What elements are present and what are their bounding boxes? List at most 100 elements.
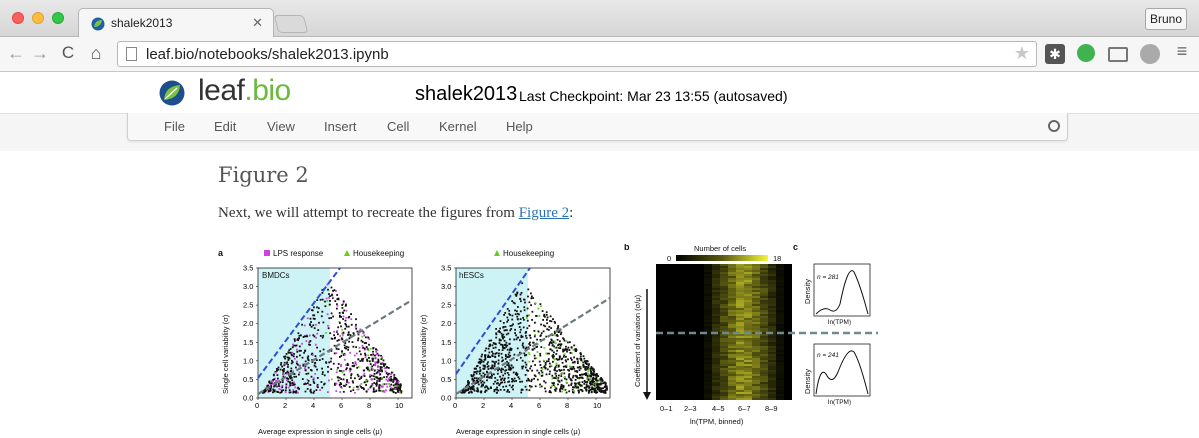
- heatmap-cell: [744, 382, 752, 384]
- scatter-point: [340, 325, 342, 328]
- scatter-point: [493, 373, 495, 376]
- scatter-plot-hescs: hESCs 0 2 4 6 8 100.00.51.01.52.02.53.03.5: [441, 264, 611, 410]
- menu-view[interactable]: View: [267, 119, 295, 134]
- heatmap-cell: [736, 270, 744, 272]
- menu-kernel[interactable]: Kernel: [439, 119, 477, 134]
- heatmap-cell: [784, 306, 792, 308]
- heatmap-cell: [744, 306, 752, 308]
- heatmap-cell: [776, 360, 784, 362]
- heatmap-cell: [736, 310, 744, 312]
- heatmap-cell: [760, 278, 768, 280]
- heatmap-cell: [680, 288, 688, 290]
- heatmap-cell: [736, 378, 744, 380]
- address-bar[interactable]: leaf.bio/notebooks/shalek2013.ipynb ★: [117, 41, 1037, 67]
- browser-menu-icon[interactable]: ≡: [1176, 41, 1188, 61]
- scatter-point: [475, 377, 478, 380]
- scatter-point: [282, 369, 284, 371]
- scatter-point: [509, 338, 511, 341]
- scatter-point: [377, 380, 380, 382]
- heatmap-cell: [744, 290, 752, 292]
- heatmap-cell: [656, 322, 664, 324]
- scatter-point: [597, 386, 599, 388]
- heatmap-cell: [656, 356, 664, 358]
- scatter-point: [528, 301, 531, 304]
- scatter-point: [374, 364, 376, 367]
- scatter-point: [314, 355, 317, 357]
- menu-help[interactable]: Help: [506, 119, 533, 134]
- scatter-point: [321, 386, 324, 389]
- scatter-point: [492, 360, 495, 363]
- scatter-point: [567, 346, 570, 349]
- scatter-point: [525, 337, 528, 339]
- heatmap-cell: [760, 282, 768, 284]
- close-window-button[interactable]: [12, 12, 24, 24]
- scatter-point: [553, 351, 555, 354]
- heatmap-cell: [768, 302, 776, 304]
- heatmap-cell: [752, 324, 760, 326]
- menu-file[interactable]: File: [164, 119, 185, 134]
- heatmap-cell: [720, 294, 728, 296]
- menu-edit[interactable]: Edit: [214, 119, 237, 134]
- scatter-point: [576, 360, 579, 363]
- heatmap-cell: [672, 304, 680, 306]
- extension-avatar-icon[interactable]: [1140, 44, 1160, 64]
- scatter-point: [352, 386, 355, 389]
- heatmap-cell: [776, 312, 784, 314]
- browser-tab[interactable]: shalek2013 ✕: [78, 8, 274, 38]
- heatmap-cell: [712, 312, 720, 314]
- scatter-point: [604, 392, 607, 394]
- scatter-point: [484, 355, 486, 358]
- heatmap-cell: [744, 324, 752, 326]
- minimize-window-button[interactable]: [32, 12, 44, 24]
- heatmap-cell: [672, 364, 680, 366]
- zoom-window-button[interactable]: [52, 12, 64, 24]
- heatmap-cell: [776, 284, 784, 286]
- heatmap-cell: [664, 366, 672, 368]
- heatmap-cell: [768, 350, 776, 352]
- heatmap-cell: [688, 306, 696, 308]
- heatmap-cell: [728, 316, 736, 318]
- notebook-name[interactable]: shalek2013: [415, 83, 518, 105]
- heatmap-cell: [720, 364, 728, 366]
- heatmap-cell: [744, 336, 752, 338]
- heatmap-cell: [696, 292, 704, 294]
- heatmap-cell: [664, 306, 672, 308]
- scatter-point: [351, 341, 354, 343]
- scatter-point: [329, 303, 331, 306]
- heatmap-cell: [656, 320, 664, 322]
- menu-cell[interactable]: Cell: [387, 119, 410, 134]
- logo-wordmark[interactable]: leaf.bio: [198, 74, 291, 108]
- extension-asterisk-icon[interactable]: ✱: [1045, 44, 1065, 64]
- heatmap-cell: [704, 366, 712, 368]
- heatmap-cell: [664, 320, 672, 322]
- heatmap-cell: [680, 384, 688, 386]
- heatmap-cell: [736, 298, 744, 300]
- extension-green-drop-icon[interactable]: [1077, 44, 1095, 62]
- menu-insert[interactable]: Insert: [324, 119, 357, 134]
- scatter-point: [548, 343, 551, 346]
- heatmap-cell: [664, 388, 672, 390]
- profile-button[interactable]: Bruno: [1145, 8, 1187, 30]
- scatter-point: [487, 356, 490, 358]
- heatmap-cell: [736, 396, 744, 398]
- figure-2-link[interactable]: Figure 2: [518, 205, 570, 221]
- scatter-point: [516, 310, 518, 313]
- back-arrow-icon[interactable]: ←: [7, 43, 25, 63]
- scatter-point: [385, 383, 388, 385]
- heatmap-cell: [720, 394, 728, 396]
- bookmark-star-icon[interactable]: ★: [1013, 43, 1030, 63]
- home-icon[interactable]: ⌂: [90, 43, 102, 63]
- heatmap-cell: [736, 320, 744, 322]
- leafbio-logo-icon[interactable]: [159, 80, 185, 106]
- tab-close-icon[interactable]: ✕: [252, 15, 263, 30]
- new-tab-button[interactable]: [273, 15, 309, 33]
- cast-icon[interactable]: [1108, 47, 1128, 62]
- scatter-point: [520, 336, 523, 339]
- reload-icon[interactable]: C: [61, 43, 75, 62]
- scatter-point: [350, 313, 352, 315]
- heatmap-cell: [696, 346, 704, 348]
- forward-arrow-icon[interactable]: →: [31, 43, 49, 63]
- scatter-point: [557, 325, 560, 327]
- scatter-point: [396, 384, 398, 387]
- scatter-point: [484, 357, 487, 360]
